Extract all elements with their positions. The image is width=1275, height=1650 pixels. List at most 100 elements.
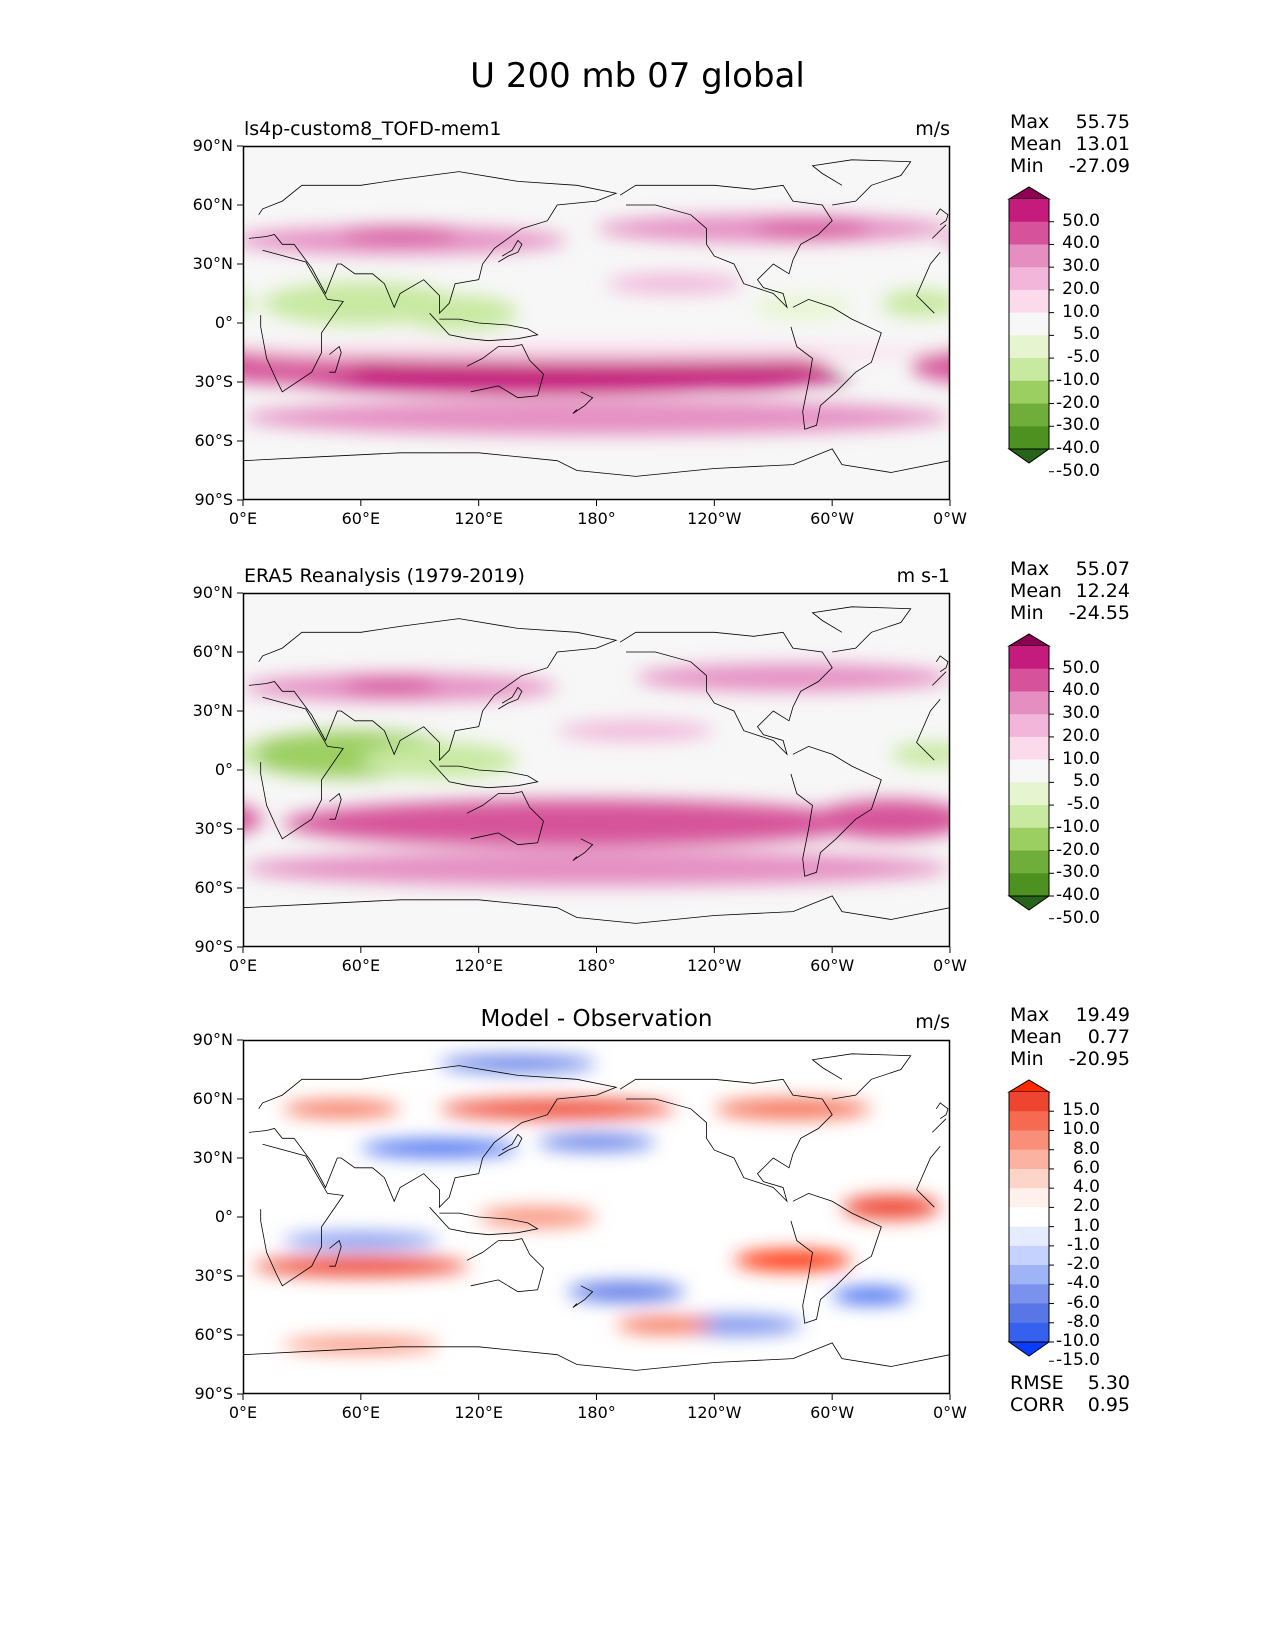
panel-2-colorbar-label: 10.0 (1062, 748, 1100, 769)
panel-2-stat-min: Min -24.55 (1010, 602, 1130, 624)
panel-1-colorbar-label: 5.0 (1072, 324, 1100, 345)
panel-3-field-feature-15 (282, 1336, 440, 1353)
panel-3-colorbar-label: -10.0 (1056, 1331, 1100, 1351)
panel-2-field-feature-5 (341, 677, 440, 694)
panel-1-colorbar-extend-min (1007, 448, 1051, 464)
panel-3-field-feature-3 (832, 1287, 911, 1304)
panel-2-coastline-8 (329, 792, 342, 820)
panel-2-field-feature-3-wrap (243, 806, 263, 833)
panel-3-ytick-label: 30°N (192, 1148, 233, 1167)
panel-1-stat-max: Max 55.75 (1010, 111, 1130, 133)
panel-1-colorbar-label: -40.0 (1056, 438, 1100, 458)
panel-3-colorbar-label: -4.0 (1066, 1273, 1100, 1294)
panel-3-colorbar-label: -6.0 (1066, 1292, 1100, 1313)
panel-3-field-feature-12 (478, 1207, 597, 1227)
panel-3-colorbar-outline (1008, 1092, 1050, 1342)
panel-2-ytick-label: 60°S (194, 878, 233, 897)
panel-1-field-feature-12-wrap (243, 294, 253, 313)
panel-3-field-feature-14 (616, 1317, 715, 1334)
panel-2-colorbar-extend-max (1007, 633, 1051, 647)
panel-2-coastline-10 (935, 655, 949, 673)
panel-3-colorbar-label: -8.0 (1066, 1311, 1100, 1332)
panel-1-colorbar-label: 40.0 (1062, 233, 1100, 254)
panel-3-colorbar-label: -15.0 (1056, 1350, 1100, 1371)
panel-2-colorbar-label: -50.0 (1056, 907, 1100, 928)
panel-2-coastline-4 (790, 745, 882, 877)
panel-3-colorbar-segment (1009, 1265, 1049, 1285)
panel-3-colorbar-segment (1009, 1226, 1049, 1247)
panel-2-colorbar-segment (1009, 759, 1049, 783)
panel-2-colorbar-label: 50.0 (1062, 657, 1100, 678)
panel-1-field-feature-10 (400, 295, 518, 331)
panel-3-corr: CORR 0.95 (1010, 1394, 1130, 1416)
panel-1-coastline-4 (790, 298, 882, 430)
panel-3-colorbar-segment (1009, 1207, 1049, 1228)
panel-1-coastline-1 (248, 171, 947, 315)
panel-3-xtick-label: 180° (577, 1403, 616, 1422)
panel-1-field-feature-4 (243, 399, 950, 436)
panel-2-units: m s-1 (896, 565, 950, 587)
panel-2-coastline-0 (260, 696, 941, 840)
panel-2-colorbar-segment (1009, 873, 1049, 897)
panel-3-coastline-8 (329, 1239, 342, 1267)
panel-3-coastline-5 (243, 1342, 950, 1371)
panel-2-field-feature-9 (891, 742, 950, 767)
panel-3-field-feature-6 (537, 1134, 656, 1151)
panel-2-title: ERA5 Reanalysis (1979-2019) (244, 565, 525, 587)
panel-3-map (237, 1039, 951, 1400)
panel-1-field-feature-5-wrap (940, 235, 950, 246)
panel-2-colorbar-segment (1009, 714, 1049, 738)
panel-2-colorbar-label: 20.0 (1062, 725, 1100, 746)
panel-3-coastline-9 (429, 1206, 539, 1236)
panel-2-coastline-2 (466, 791, 544, 846)
panel-1-ytick-label: 60°N (192, 195, 233, 214)
panel-3-colorbar-label: 1.0 (1072, 1215, 1100, 1236)
panel-1-stat-mean: Mean 13.01 (1010, 133, 1130, 155)
panel-3-field-feature-5 (360, 1140, 518, 1157)
panel-2-ytick-label: 30°N (192, 701, 233, 720)
panel-2-xtick-label: 60°E (341, 956, 381, 975)
panel-3-colorbar-label: 10.0 (1062, 1119, 1100, 1140)
panel-1-colorbar-segment (1009, 403, 1049, 427)
panel-1-coastline-3 (619, 184, 833, 309)
panel-3-coastline-10 (935, 1102, 949, 1120)
panel-1-field-feature-3 (635, 354, 833, 390)
panel-2-map (237, 592, 951, 953)
panel-1-xtick-label: 180° (577, 509, 616, 528)
panel-3-colorbar-label: -2.0 (1066, 1254, 1100, 1275)
panel-1-colorbar-segment (1009, 221, 1049, 245)
panel-1-coastline-9 (429, 312, 539, 342)
panel-2-colorbar-outline (1008, 646, 1050, 896)
panel-3-title: Model - Observation (480, 1006, 713, 1032)
panel-2-frame (242, 592, 951, 948)
panel-1-colorbar-label: 10.0 (1062, 301, 1100, 322)
panel-1-field-feature-11 (753, 295, 852, 320)
panel-1-field-feature-12 (881, 289, 950, 318)
panel-2-ytick-label: 30°S (194, 819, 233, 838)
panel-1-xtick-label: 120°W (687, 509, 742, 528)
panel-3-xtick-label: 120°W (687, 1403, 742, 1422)
panel-3-field-feature-13 (282, 1232, 440, 1249)
panel-3-colorbar-label: 2.0 (1072, 1196, 1100, 1217)
panel-2-colorbar-extend-min (1007, 895, 1051, 911)
panel-2-field-feature-3 (812, 799, 950, 839)
panel-3-ytick-label: 60°S (194, 1325, 233, 1344)
panel-2-colorbar-label: -10.0 (1056, 816, 1100, 837)
panel-1-field-feature-2-wrap (910, 350, 950, 382)
panel-1-colorbar-segment (1009, 426, 1049, 450)
panel-2-colorbar-label: -5.0 (1066, 794, 1100, 815)
panel-3-ytick-label: 90°S (194, 1384, 233, 1403)
panel-3-xtick-label: 120°E (454, 1403, 503, 1422)
panel-1-ytick-label: 60°S (194, 431, 233, 450)
panel-1-field-feature-13 (606, 273, 744, 294)
panel-2-coastline-7 (498, 686, 523, 710)
panel-2-colorbar-label: -40.0 (1056, 885, 1100, 905)
panel-2-xtick-label: 120°E (454, 956, 503, 975)
panel-3-field-feature-10 (439, 1055, 597, 1072)
panel-2-colorbar-segment (1009, 646, 1049, 670)
panel-2-ytick-label: 90°S (194, 937, 233, 956)
panel-3-colorbar-segment (1009, 1149, 1049, 1170)
panel-3-field-feature-8 (282, 1100, 401, 1117)
panel-3-colorbar-segment (1009, 1130, 1049, 1151)
panel-1-ytick-label: 30°N (192, 254, 233, 273)
